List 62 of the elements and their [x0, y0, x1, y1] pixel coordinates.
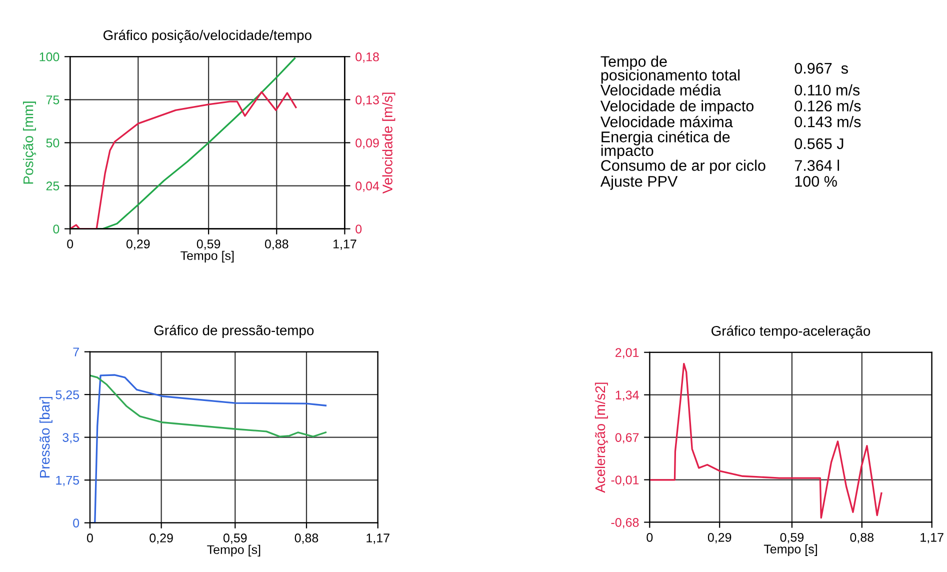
- y2-tick-label: 0,04: [356, 182, 380, 192]
- text: 0.110 m/s: [794, 84, 860, 96]
- y-tick-label: 0: [73, 518, 80, 528]
- y-tick-label: 75: [46, 96, 60, 104]
- y-axis-title: Posição [mm]: [23, 102, 36, 184]
- x-tick-label: 0,29: [150, 534, 173, 544]
- text: 100 %: [795, 176, 837, 187]
- line-series: [650, 362, 882, 519]
- line-series: [70, 91, 297, 229]
- x-tick-label: 1,17: [920, 533, 944, 544]
- text: Tempo de posicionamento total: [600, 56, 740, 84]
- x-tick-label: 0,59: [223, 534, 247, 544]
- y2-tick-label: 0,18: [356, 52, 379, 63]
- x-tick-label: 1,17: [366, 534, 390, 544]
- y-tick-label: 100: [40, 52, 60, 62]
- chart-title: Gráfico posição/velocidade/tempo: [103, 30, 312, 43]
- x-tick-label: 0: [646, 532, 653, 542]
- text: 0.126 m/s: [794, 100, 861, 112]
- x-tick-label: 0,29: [126, 240, 150, 250]
- chart-title: Gráfico de pressão-tempo: [154, 324, 314, 338]
- x-tick-label: 0,88: [294, 534, 318, 544]
- x-tick-label: 0,59: [780, 532, 804, 544]
- text: 0.967 s: [794, 62, 848, 74]
- text: 0.143 m/s: [794, 116, 861, 128]
- text: Velocidade de impacto: [600, 100, 754, 114]
- x-axis-title: Tempo [s]: [180, 250, 234, 263]
- y-tick-label: 1,75: [56, 476, 80, 486]
- x-tick-label: 0: [86, 534, 93, 542]
- y2-axis-title: Velocidade [m/s]: [382, 92, 396, 194]
- y2-tick-label: 0,09: [356, 138, 379, 149]
- y-axis-title: Pressão [bar]: [39, 396, 52, 478]
- text: Velocidade média: [600, 84, 722, 96]
- y-tick-label: 50: [46, 138, 60, 148]
- x-tick-label: 1,17: [334, 240, 356, 250]
- y-tick-label: 2,01: [616, 348, 639, 358]
- x-axis-title: Tempo [s]: [207, 544, 260, 557]
- text: Energia cinética de impacto: [601, 130, 730, 160]
- x-tick-label: 0,88: [264, 240, 288, 250]
- y-tick-label: 5,25: [56, 390, 80, 401]
- x-tick-label: 0,29: [708, 532, 732, 544]
- text: Ajuste PPV: [600, 176, 678, 190]
- line-series: [90, 374, 327, 438]
- y-axis-title: Aceleração [m/s2]: [594, 382, 608, 493]
- x-tick-label: 0,59: [196, 240, 220, 250]
- text: 0.565 J: [794, 138, 844, 150]
- text: Consumo de ar por ciclo: [601, 160, 766, 174]
- chart-title: Gráfico tempo-aceleração: [712, 325, 870, 339]
- y-tick-label: 0,67: [615, 433, 639, 444]
- x-tick-label: 0,88: [850, 532, 874, 544]
- text: Velocidade máxima: [600, 116, 733, 128]
- y-tick-label: 7: [73, 348, 79, 356]
- y-tick-label: -0,68: [611, 518, 639, 528]
- y2-tick-label: 0: [356, 224, 362, 234]
- y-tick-label: -0,01: [611, 476, 639, 486]
- y2-tick-label: 0,13: [356, 95, 379, 106]
- x-axis-title: Tempo [s]: [764, 544, 817, 556]
- text: 7.364 l: [794, 160, 840, 171]
- y-tick-label: 3,5: [62, 433, 80, 444]
- y-tick-label: 1,34: [616, 390, 639, 401]
- y-tick-label: 25: [46, 182, 60, 190]
- line-series: [90, 374, 327, 523]
- y-tick-label: 0: [53, 224, 60, 234]
